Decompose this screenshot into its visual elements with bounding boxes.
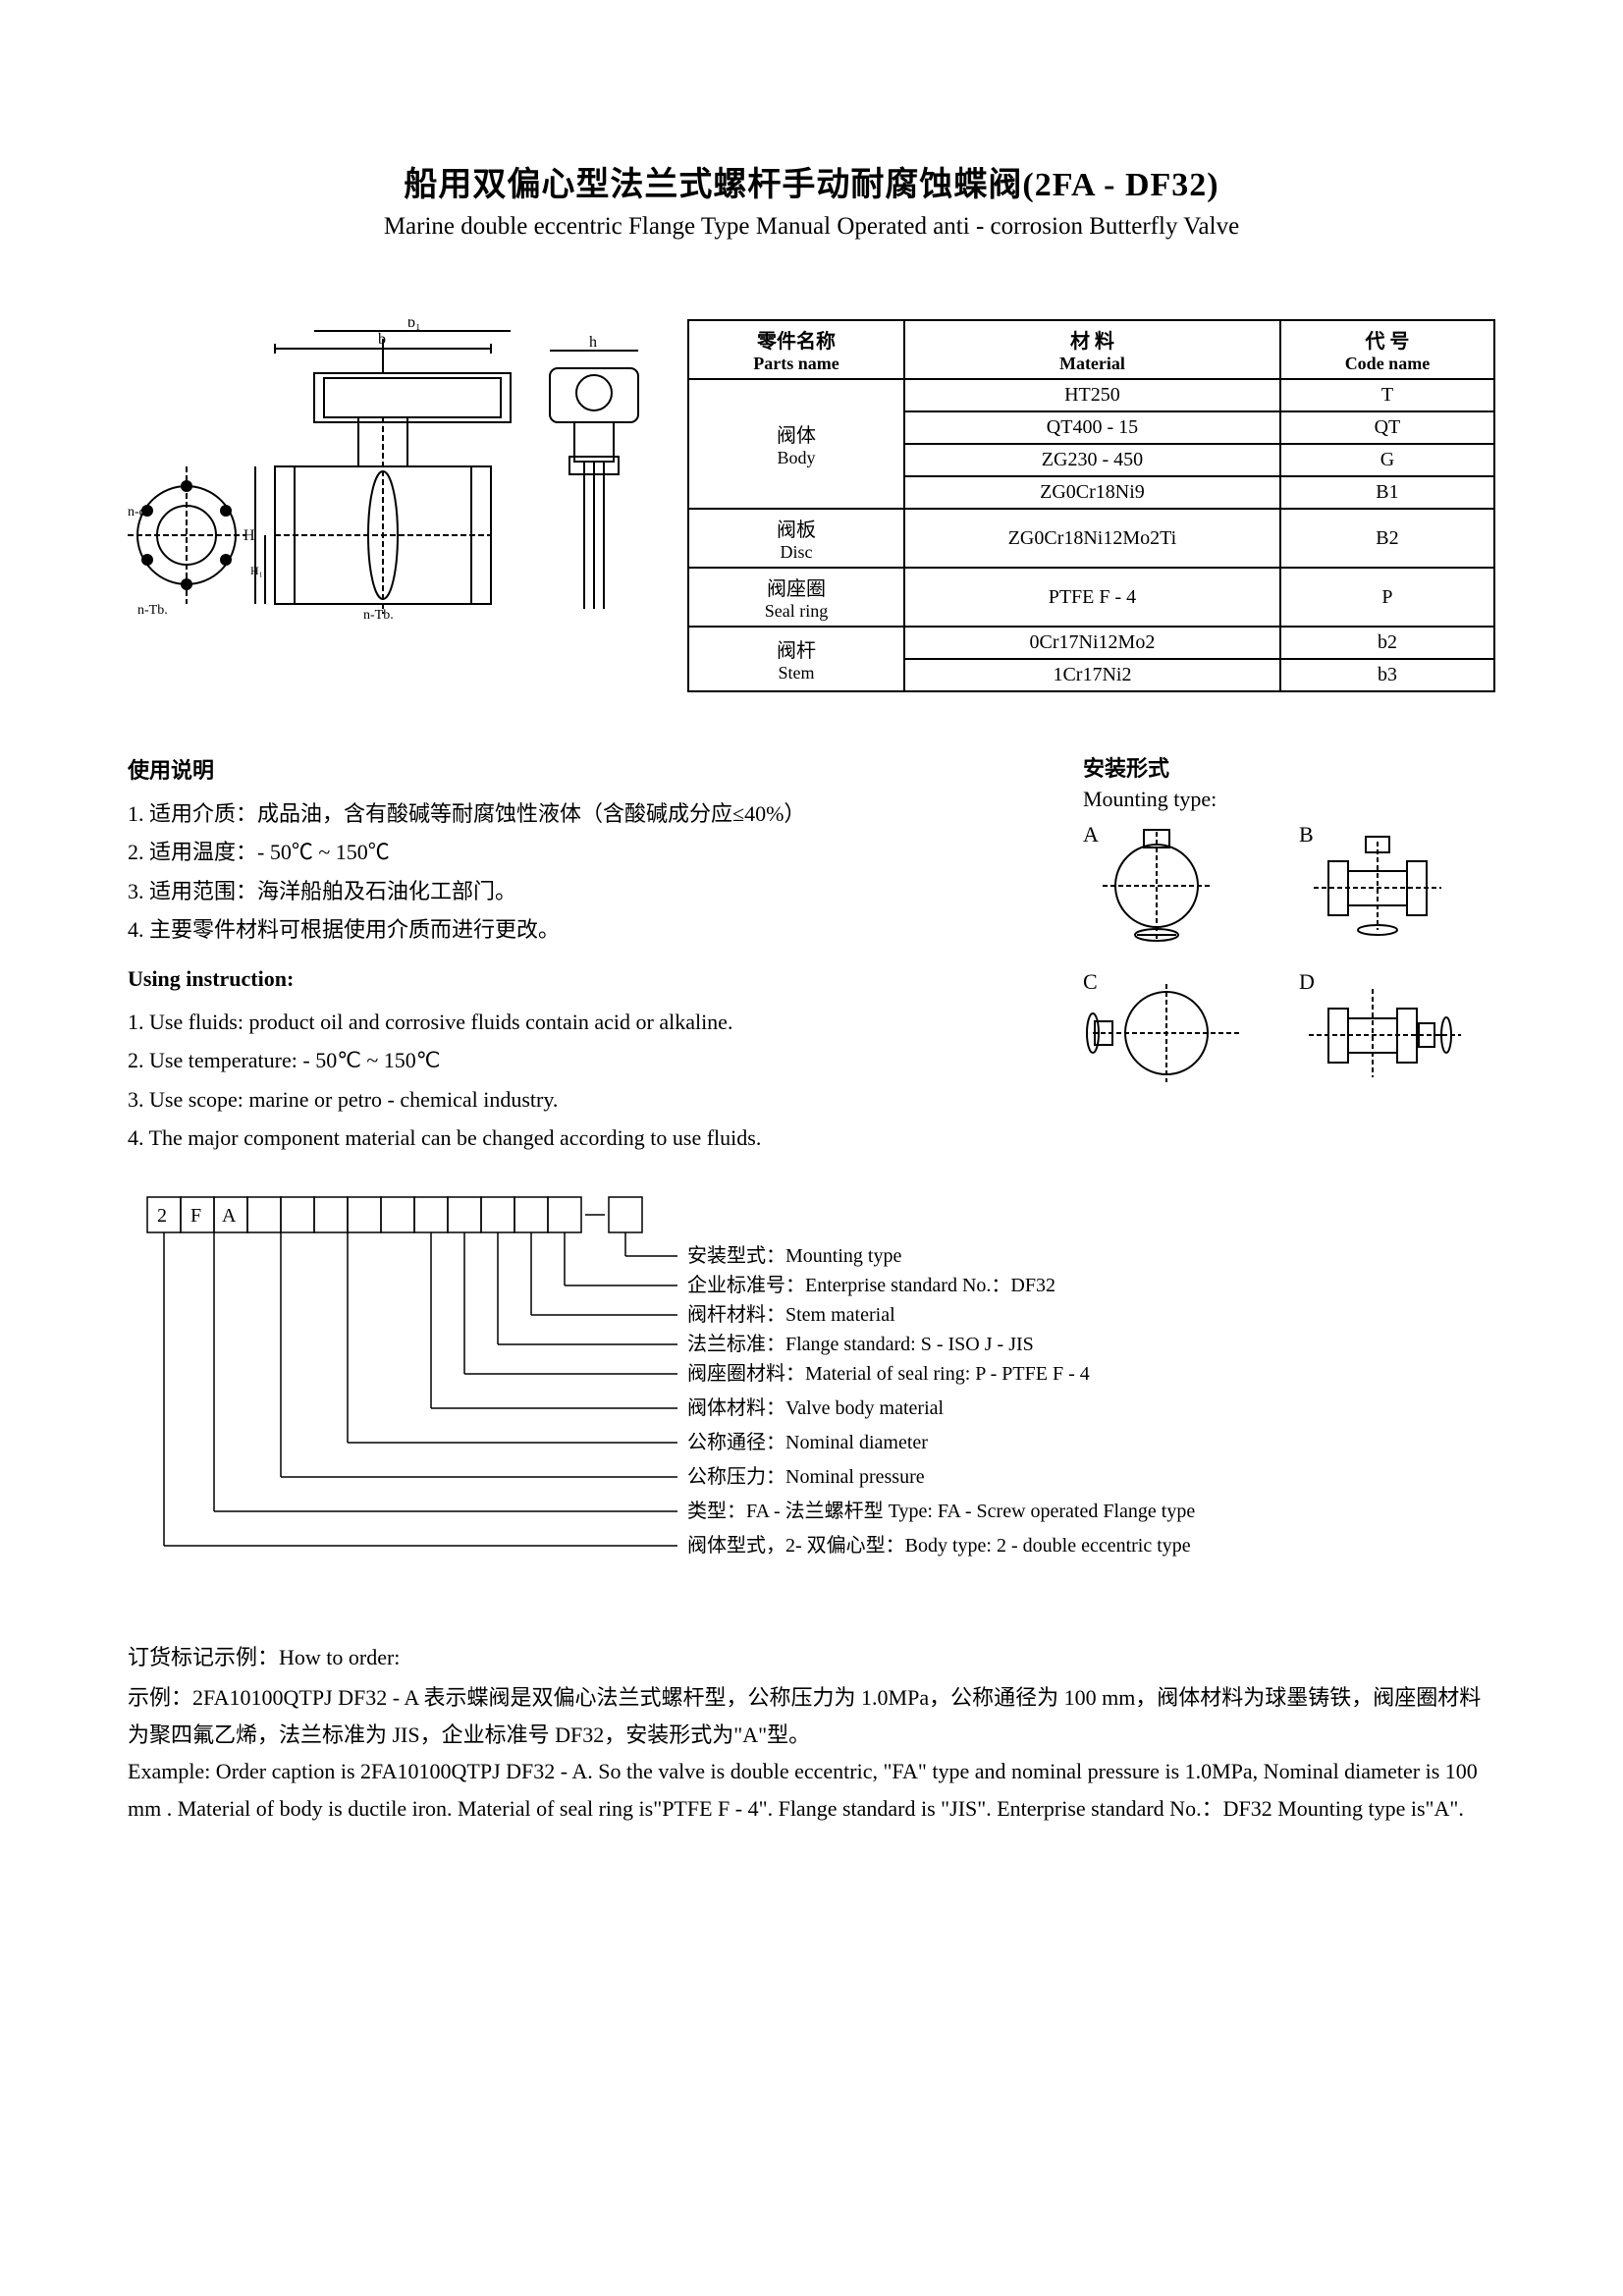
table-row: 阀座圈Seal ring PTFE F - 4 P [688,568,1494,627]
svg-text:n-Tb.: n-Tb. [137,603,168,618]
cell: b3 [1280,659,1494,691]
svg-text:n-Tb.: n-Tb. [363,608,394,623]
col-name-en: Parts name [701,354,892,374]
instruction-item: 2. Use temperature: - 50℃ ~ 150℃ [128,1041,1044,1080]
svg-text:b: b [378,331,386,348]
ordering-diagram: 2 F A 安 [128,1187,1495,1610]
cell: QT [1280,411,1494,444]
valve-diagram: n-d n-Tb. b [128,319,658,624]
svg-text:阀座圈材料：Material of seal ring: P: 阀座圈材料：Material of seal ring: P - PTFE F … [687,1362,1090,1385]
mounting-c-icon: C [1083,969,1279,1097]
col-mat-cn: 材 料 [1070,331,1114,353]
table-row: 阀板Disc ZG0Cr18Ni12Mo2Ti B2 [688,509,1494,568]
cell: T [1280,379,1494,411]
svg-text:阀杆材料：Stem material: 阀杆材料：Stem material [687,1303,895,1326]
cell: P [1280,568,1494,627]
page-title-en: Marine double eccentric Flange Type Manu… [128,213,1495,241]
mount-label: D [1299,969,1315,995]
parts-table: 零件名称Parts name 材 料Material 代 号Code name … [687,319,1495,692]
instruction-item: 4. 主要零件材料可根据使用介质而进行更改。 [128,910,1044,950]
cell: 阀座圈 [767,578,826,600]
instruction-item: 1. Use fluids: product oil and corrosive… [128,1003,1044,1042]
col-code-cn: 代 号 [1365,331,1409,353]
top-section: n-d n-Tb. b [128,319,1495,692]
svg-text:公称压力：Nominal pressure: 公称压力：Nominal pressure [687,1465,925,1488]
cell: QT400 - 15 [904,411,1280,444]
cell: Seal ring [701,601,892,622]
instructions-hdr-en: Using instruction: [128,959,1044,999]
cell: ZG0Cr18Ni12Mo2Ti [904,509,1280,568]
col-name-cn: 零件名称 [757,331,836,353]
cell: Disc [701,542,892,563]
svg-text:A: A [222,1205,237,1227]
table-header-row: 零件名称Parts name 材 料Material 代 号Code name [688,320,1494,379]
mount-label: C [1083,969,1098,995]
cell: 1Cr17Ni2 [904,659,1280,691]
how-to-order: 订货标记示例：How to order: 示例：2FA10100QTPJ DF3… [128,1639,1495,1827]
cell: PTFE F - 4 [904,568,1280,627]
cell: B1 [1280,476,1494,509]
cell: B2 [1280,509,1494,568]
svg-text:h: h [589,334,597,351]
instruction-item: 2. 适用温度：- 50℃ ~ 150℃ [128,833,1044,872]
cell: 阀杆 [777,640,816,662]
mount-label: A [1083,822,1099,847]
svg-text:H: H [243,527,255,544]
table-row: 阀杆Stem 0Cr17Ni12Mo2 b2 [688,627,1494,659]
cell: ZG0Cr18Ni9 [904,476,1280,509]
cell: 0Cr17Ni12Mo2 [904,627,1280,659]
mounting-a-icon: A [1083,822,1279,950]
mid-section: 使用说明 1. 适用介质：成品油，含有酸碱等耐腐蚀性液体（含酸碱成分应≤40%）… [128,751,1495,1158]
svg-text:b₁: b₁ [407,319,421,331]
table-row: 阀体Body HT250 T [688,379,1494,411]
instruction-item: 1. 适用介质：成品油，含有酸碱等耐腐蚀性液体（含酸碱成分应≤40%） [128,794,1044,834]
instruction-item: 3. Use scope: marine or petro - chemical… [128,1080,1044,1120]
svg-text:企业标准号：Enterprise standard No.：: 企业标准号：Enterprise standard No.：DF32 [687,1274,1055,1296]
svg-text:安装型式：Mounting type: 安装型式：Mounting type [687,1244,901,1267]
how-to-order-cn: 示例：2FA10100QTPJ DF32 - A 表示蝶阀是双偏心法兰式螺杆型，… [128,1679,1495,1753]
svg-text:2: 2 [157,1205,167,1227]
mounting-hdr-cn: 安装形式 [1083,751,1495,783]
col-mat-en: Material [917,354,1268,374]
cell: 阀体 [777,425,816,447]
svg-text:H₁: H₁ [250,564,263,577]
mounting-d-icon: D [1299,969,1495,1097]
page-title-cn: 船用双偏心型法兰式螺杆手动耐腐蚀蝶阀(2FA - DF32) [128,157,1495,205]
cell: HT250 [904,379,1280,411]
instructions-hdr-cn: 使用说明 [128,751,1044,791]
svg-text:类型：FA - 法兰螺杆型 Type: FA - Scre: 类型：FA - 法兰螺杆型 Type: FA - Screw operated … [687,1500,1195,1522]
instruction-item: 4. The major component material can be c… [128,1119,1044,1158]
svg-text:阀体型式，2- 双偏心型：Body type: 2 - do: 阀体型式，2- 双偏心型：Body type: 2 - double eccen… [687,1534,1191,1557]
svg-text:n-d: n-d [128,505,146,519]
cell: 阀板 [777,519,816,541]
mounting-b-icon: B [1299,822,1495,950]
cell: G [1280,444,1494,476]
svg-text:法兰标准：Flange standard: S - ISO: 法兰标准：Flange standard: S - ISO J - JIS [687,1333,1034,1355]
cell: b2 [1280,627,1494,659]
svg-text:阀体材料：Valve body material: 阀体材料：Valve body material [687,1396,944,1419]
cell: Stem [701,663,892,683]
how-to-order-en: Example: Order caption is 2FA10100QTPJ D… [128,1753,1495,1827]
svg-text:F: F [190,1205,201,1227]
mounting-types: 安装形式 Mounting type: A B C [1083,751,1495,1158]
col-code-en: Code name [1293,354,1482,374]
cell: ZG230 - 450 [904,444,1280,476]
instructions: 使用说明 1. 适用介质：成品油，含有酸碱等耐腐蚀性液体（含酸碱成分应≤40%）… [128,751,1044,1158]
cell: Body [701,448,892,468]
how-to-order-hdr: 订货标记示例：How to order: [128,1639,1495,1675]
svg-text:公称通径：Nominal diameter: 公称通径：Nominal diameter [687,1431,928,1453]
mount-label: B [1299,822,1314,847]
mounting-hdr-en: Mounting type: [1083,787,1495,812]
instruction-item: 3. 适用范围：海洋船舶及石油化工部门。 [128,872,1044,911]
